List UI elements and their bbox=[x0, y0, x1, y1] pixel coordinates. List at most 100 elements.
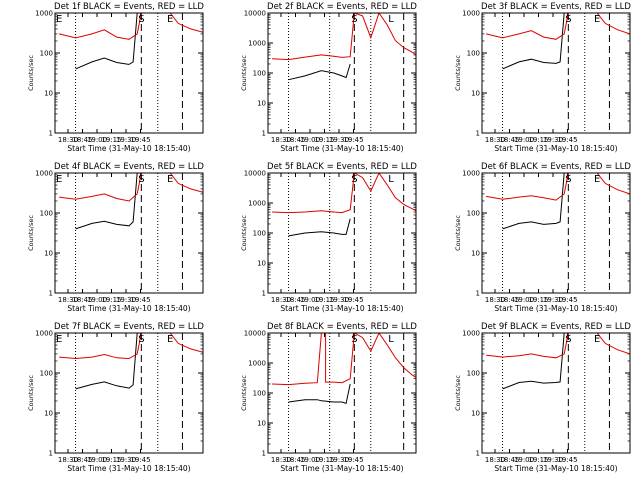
y-tick-label: 10 bbox=[471, 250, 480, 258]
events-series-line bbox=[288, 383, 351, 405]
y-tick-label: 100 bbox=[467, 50, 480, 58]
x-tick-label: 19:30 bbox=[543, 296, 563, 304]
x-tick-label: 18:45 bbox=[499, 456, 519, 464]
y-tick-label: 1 bbox=[49, 450, 53, 458]
lld-series-line bbox=[485, 13, 569, 40]
lld-series-line bbox=[486, 333, 569, 359]
y-tick-label: 100 bbox=[467, 370, 480, 378]
detector-panel: Det 3f BLACK = Events, RED = LLD 1 10 100 10… bbox=[454, 2, 631, 153]
detector-panel: Det 8f BLACK = Events, RED = LLD 1 10 100 10… bbox=[240, 322, 417, 473]
plot-area bbox=[272, 13, 416, 133]
y-tick-label: 1000 bbox=[462, 330, 480, 338]
x-tick-label: 19:00 bbox=[514, 456, 534, 464]
y-axis-label: Counts/sec bbox=[27, 215, 35, 251]
event-marker-label: S bbox=[351, 174, 357, 185]
lld-series-line bbox=[596, 13, 630, 35]
detector-panel: Det 5f BLACK = Events, RED = LLD 1 10 100 10… bbox=[240, 162, 417, 313]
lld-series-line bbox=[59, 333, 142, 360]
y-axis-label: Counts/sec bbox=[240, 375, 248, 411]
panel-title: Det 8f BLACK = Events, RED = LLD bbox=[267, 322, 417, 332]
y-tick-label: 1000 bbox=[462, 10, 480, 18]
x-axis-label: Start Time (31-May-10 18:15:40) bbox=[67, 464, 190, 473]
detector-panel: Det 9f BLACK = Events, RED = LLD 1 10 100 10… bbox=[454, 322, 631, 473]
panel-title: Det 7f BLACK = Events, RED = LLD bbox=[54, 322, 204, 332]
events-series-line bbox=[75, 13, 138, 70]
x-tick-label: 18:45 bbox=[499, 296, 519, 304]
x-tick-label: 19:30 bbox=[329, 136, 349, 144]
x-axis-label: Start Time (31-May-10 18:15:40) bbox=[67, 144, 190, 153]
x-tick-label: 19:15 bbox=[528, 136, 548, 144]
y-tick-label: 10 bbox=[471, 90, 480, 98]
x-axis-label: Start Time (31-May-10 18:15:40) bbox=[494, 304, 617, 313]
x-tick-label: 19:00 bbox=[514, 136, 534, 144]
events-series-line bbox=[75, 173, 138, 230]
x-tick-label: 18:30 bbox=[58, 296, 78, 304]
events-series-line bbox=[502, 173, 565, 230]
panel-title: Det 9f BLACK = Events, RED = LLD bbox=[481, 322, 631, 332]
x-tick-label: 19:15 bbox=[101, 296, 121, 304]
x-tick-label: 19:45 bbox=[343, 296, 363, 304]
plot-area bbox=[485, 13, 630, 133]
y-tick-label: 100 bbox=[40, 370, 53, 378]
x-tick-label: 19:15 bbox=[314, 136, 334, 144]
y-tick-label: 1 bbox=[49, 130, 53, 138]
y-tick-label: 100 bbox=[253, 230, 266, 238]
events-series-line bbox=[502, 333, 565, 390]
plot-area bbox=[486, 173, 630, 293]
lld-series-line bbox=[169, 13, 203, 33]
y-tick-label: 1000 bbox=[35, 170, 53, 178]
x-tick-label: 18:30 bbox=[58, 136, 78, 144]
y-tick-label: 1000 bbox=[248, 200, 266, 208]
plot-area bbox=[58, 13, 203, 133]
events-series-line bbox=[288, 218, 351, 237]
y-tick-label: 10 bbox=[257, 260, 266, 268]
lld-series-line bbox=[596, 173, 630, 195]
lld-series-line bbox=[59, 173, 142, 202]
plot-area bbox=[486, 333, 630, 453]
y-tick-label: 10000 bbox=[244, 10, 266, 18]
x-axis-label: Start Time (31-May-10 18:15:40) bbox=[494, 144, 617, 153]
x-tick-label: 18:45 bbox=[285, 456, 305, 464]
y-tick-label: 10 bbox=[44, 410, 53, 418]
x-tick-label: 19:30 bbox=[116, 456, 136, 464]
event-marker-label: S bbox=[565, 14, 571, 25]
detector-panel: Det 6f BLACK = Events, RED = LLD 1 10 100 10… bbox=[454, 162, 631, 313]
x-tick-label: 19:45 bbox=[343, 136, 363, 144]
plot-frame bbox=[481, 332, 631, 454]
x-tick-label: 19:15 bbox=[101, 136, 121, 144]
x-axis-label: Start Time (31-May-10 18:15:40) bbox=[280, 144, 403, 153]
y-tick-label: 1000 bbox=[248, 40, 266, 48]
panel-title: Det 5f BLACK = Events, RED = LLD bbox=[267, 162, 417, 172]
x-tick-label: 19:45 bbox=[557, 136, 577, 144]
x-tick-label: 19:00 bbox=[87, 136, 107, 144]
plot-frame bbox=[481, 172, 631, 294]
x-tick-label: 18:30 bbox=[271, 296, 291, 304]
x-axis-label: Start Time (31-May-10 18:15:40) bbox=[494, 464, 617, 473]
x-tick-label: 18:30 bbox=[485, 296, 505, 304]
detector-panel: Det 2f BLACK = Events, RED = LLD 1 10 100 10… bbox=[240, 2, 417, 153]
y-tick-label: 100 bbox=[40, 210, 53, 218]
plot-frame bbox=[267, 12, 417, 134]
y-axis-label: Counts/sec bbox=[454, 375, 462, 411]
x-tick-label: 19:00 bbox=[300, 136, 320, 144]
x-tick-label: 19:00 bbox=[300, 456, 320, 464]
x-tick-label: 19:15 bbox=[528, 296, 548, 304]
x-tick-label: 18:30 bbox=[485, 456, 505, 464]
events-series-line bbox=[288, 63, 351, 81]
y-axis-label: Counts/sec bbox=[27, 55, 35, 91]
lld-series-line bbox=[486, 173, 569, 201]
event-marker-label: L bbox=[388, 14, 394, 25]
plot-frame bbox=[54, 12, 204, 134]
y-tick-label: 1 bbox=[262, 130, 266, 138]
event-marker-label: E bbox=[56, 334, 62, 345]
y-axis-label: Counts/sec bbox=[454, 55, 462, 91]
y-tick-label: 1 bbox=[49, 290, 53, 298]
x-tick-label: 19:30 bbox=[329, 296, 349, 304]
event-marker-label: L bbox=[388, 334, 394, 345]
event-marker-label: S bbox=[351, 334, 357, 345]
x-tick-label: 18:45 bbox=[285, 136, 305, 144]
x-tick-label: 19:00 bbox=[514, 296, 534, 304]
y-tick-label: 10 bbox=[44, 250, 53, 258]
plot-frame bbox=[54, 172, 204, 294]
